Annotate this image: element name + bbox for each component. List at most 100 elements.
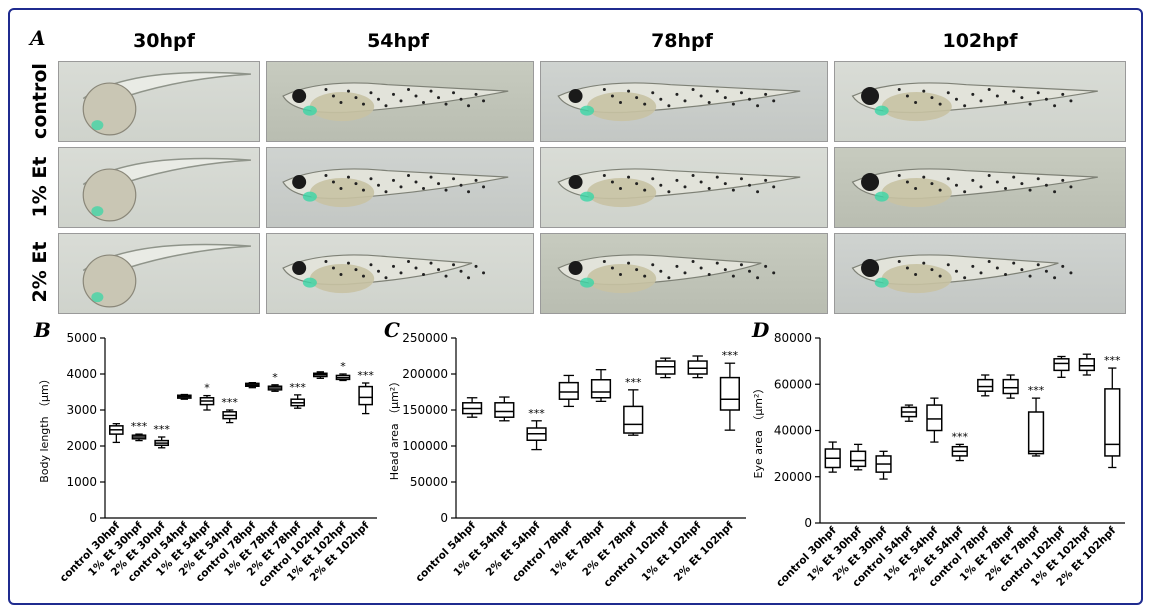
panel-label-c: C (384, 318, 400, 342)
box-2-et-30hpf (875, 450, 892, 480)
box-1-et-78hpf (267, 384, 283, 392)
box-control-54hpf (900, 404, 918, 422)
box-iqr (590, 379, 612, 399)
y-axis-label: Body length （μm） (38, 373, 51, 483)
y-tick-label: 4000 (66, 367, 97, 381)
significance-marker: * (204, 382, 210, 395)
y-tick-label: 100000 (402, 439, 448, 453)
y-axis-label: Eye area （μm²） (752, 383, 765, 479)
y-tick-label: 0 (89, 511, 97, 525)
box-iqr (1002, 378, 1019, 395)
significance-marker: *** (625, 376, 642, 389)
significance-marker: * (272, 371, 278, 384)
box-iqr (1027, 411, 1045, 455)
box-2-et-78hpf (1027, 397, 1045, 457)
box-control-102hpf (313, 371, 328, 379)
column-header-102hpf: 102hpf (942, 30, 1018, 52)
significance-marker: *** (528, 407, 545, 420)
box-1-et-102hpf (687, 355, 708, 379)
box-iqr (850, 450, 867, 468)
y-tick-label: 60000 (774, 377, 812, 391)
box-1-et-54hpf (494, 396, 515, 422)
column-header-54hpf: 54hpf (367, 30, 429, 52)
embryo-image-1pct-et-30hpf (58, 147, 260, 228)
y-tick-label: 40000 (774, 424, 812, 438)
box-2-et-54hpf (222, 409, 237, 424)
significance-marker: *** (952, 430, 969, 443)
embryo-image-2pct-et-78hpf (540, 233, 828, 314)
box-1-et-78hpf (590, 369, 612, 403)
box-1-et-102hpf (335, 373, 351, 382)
embryo-image-2pct-et-30hpf (58, 233, 260, 314)
box-2-et-102hpf (1104, 367, 1121, 469)
box-1-et-30hpf (131, 433, 147, 442)
y-tick-label: 20000 (774, 470, 812, 484)
box-iqr (719, 376, 740, 411)
significance-marker: * (340, 360, 346, 373)
box-iqr (1078, 358, 1095, 372)
embryo-image-control-54hpf (266, 61, 534, 142)
box-2-et-102hpf (358, 382, 373, 415)
box-control-30hpf (824, 441, 841, 473)
figure-frame (8, 8, 1143, 605)
box-iqr (977, 378, 994, 392)
box-control-102hpf (655, 357, 676, 379)
row-header-control: control (29, 63, 51, 139)
box-iqr (1104, 388, 1121, 457)
y-tick-label: 1000 (66, 475, 97, 489)
embryo-image-control-78hpf (540, 61, 828, 142)
significance-marker: *** (221, 396, 238, 409)
x-tick-label: 2% Et 102hpf (672, 519, 737, 584)
body-length-chart: Body length （μm）010002000300040005000con… (38, 331, 377, 590)
row-header-2pct-et: 2% Et (29, 241, 51, 303)
significance-marker: *** (1028, 384, 1045, 397)
embryo-image-control-30hpf (58, 61, 260, 142)
embryo-image-2pct-et-102hpf (834, 233, 1126, 314)
box-1-et-54hpf (199, 394, 215, 411)
box-iqr (558, 381, 579, 400)
head-area-chart: Head area （μm²） 0 50000 100000 150000 200000 2… (388, 331, 746, 590)
box-1-et-54hpf (926, 397, 943, 443)
box-control-102hpf (1053, 355, 1070, 378)
box-iqr (623, 405, 644, 434)
significance-marker: *** (289, 381, 306, 394)
y-tick-label: 5000 (66, 331, 97, 345)
embryo-image-1pct-et-54hpf (266, 147, 534, 228)
significance-marker: *** (1104, 354, 1121, 367)
y-tick-label: 250000 (402, 331, 448, 345)
panel-label-a: A (30, 26, 46, 50)
y-tick-label: 150000 (402, 403, 448, 417)
box-control-54hpf (462, 397, 483, 418)
significance-marker: *** (153, 423, 170, 436)
y-tick-label: 50000 (410, 475, 448, 489)
y-tick-label: 2000 (66, 439, 97, 453)
y-axis-label: Head area （μm²） (388, 376, 401, 480)
box-2-et-78hpf (290, 394, 305, 409)
y-tick-label: 0 (804, 516, 812, 530)
box-1-et-30hpf (850, 443, 867, 471)
embryo-image-1pct-et-102hpf (834, 147, 1126, 228)
box-iqr (1053, 358, 1070, 372)
column-header-30hpf: 30hpf (133, 30, 195, 52)
box-2-et-54hpf (951, 443, 968, 462)
box-iqr (358, 385, 373, 406)
significance-marker: *** (722, 349, 739, 362)
y-tick-label: 200000 (402, 367, 448, 381)
embryo-image-1pct-et-78hpf (540, 147, 828, 228)
y-tick-label: 80000 (774, 331, 812, 345)
box-control-30hpf (109, 423, 124, 444)
box-iqr (926, 404, 943, 432)
significance-marker: *** (131, 420, 148, 433)
eye-area-chart: Eye area （μm²）020000400006000080000contr… (752, 331, 1125, 595)
box-control-78hpf (558, 374, 579, 408)
embryo-image-control-102hpf (834, 61, 1126, 142)
box-iqr (494, 402, 515, 418)
column-header-78hpf: 78hpf (651, 30, 713, 52)
box-control-54hpf (177, 393, 192, 400)
box-2-et-54hpf (526, 420, 547, 451)
box-control-78hpf (245, 381, 260, 389)
panel-label-b: B (34, 318, 51, 342)
y-tick-label: 0 (440, 511, 448, 525)
significance-marker: *** (357, 369, 374, 382)
embryo-image-2pct-et-54hpf (266, 233, 534, 314)
